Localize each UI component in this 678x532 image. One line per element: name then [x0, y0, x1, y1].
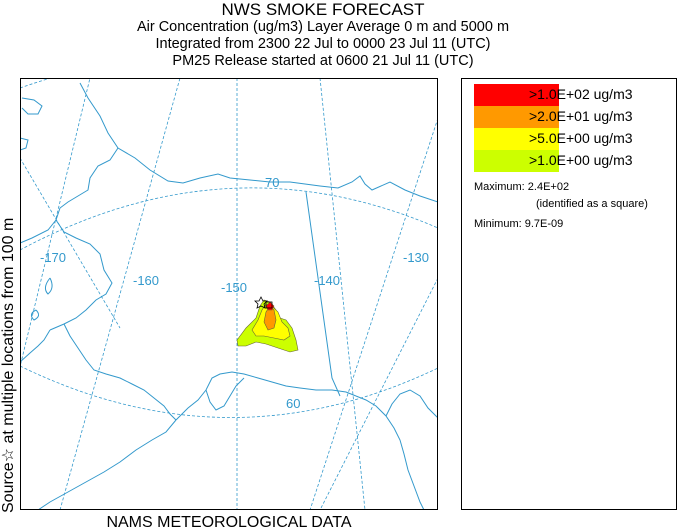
lat-label-60: 60 [286, 396, 300, 411]
maximum-note: (identified as a square) [536, 198, 648, 210]
border-line [305, 191, 341, 397]
subtitle-concentration: Air Concentration (ug/m3) Layer Average … [136, 19, 510, 35]
lon-label-170: -170 [40, 250, 66, 265]
legend-item: >5.0E+00 ug/m3 [474, 128, 664, 150]
lon-label-130: -130 [403, 250, 429, 265]
maximum-square [265, 301, 273, 309]
smoke-forecast-map: -170 -160 -150 -140 -130 70 60 [20, 78, 438, 510]
map-title: NWS SMOKE FORECAST [221, 0, 425, 19]
legend-label: >1.0E+00 ug/m3 [529, 152, 633, 168]
graticule-latitude [20, 78, 438, 418]
coastline [20, 82, 438, 510]
legend-swatch [474, 150, 559, 172]
lon-label-140: -140 [314, 273, 340, 288]
legend: >1.0E+02 ug/m3 >2.0E+01 ug/m3 >5.0E+00 u… [461, 78, 677, 510]
legend-label: >2.0E+01 ug/m3 [529, 108, 633, 124]
source-star-icon [254, 296, 268, 309]
subtitle-release: PM25 Release started at 0600 21 Jul 11 (… [172, 53, 474, 69]
legend-swatch [474, 106, 559, 128]
meteorological-data-footer: NAMS METEOROLOGICAL DATA [106, 514, 352, 531]
graticule-longitude [20, 78, 438, 510]
lon-label-160: -160 [133, 273, 159, 288]
plume-2e1 [263, 305, 277, 331]
map-frame [20, 78, 438, 510]
legend-item: >2.0E+01 ug/m3 [474, 106, 664, 128]
legend-label: >1.0E+02 ug/m3 [529, 86, 633, 102]
legend-item: >1.0E+00 ug/m3 [474, 150, 664, 172]
legend-item: >1.0E+02 ug/m3 [474, 84, 664, 106]
smoke-plume [236, 296, 299, 353]
lat-label-70: 70 [265, 175, 279, 190]
source-side-label: Source☆ at multiple locations from 100 m [0, 217, 17, 513]
maximum-value: Maximum: 2.4E+02 [474, 181, 570, 193]
lon-label-150: -150 [221, 280, 247, 295]
legend-label: >5.0E+00 ug/m3 [529, 130, 633, 146]
subtitle-integration: Integrated from 2300 22 Jul to 0000 23 J… [155, 36, 491, 52]
minimum-value: Minimum: 9.7E-09 [474, 218, 564, 230]
legend-swatch [474, 128, 559, 150]
legend-swatch [474, 84, 559, 106]
